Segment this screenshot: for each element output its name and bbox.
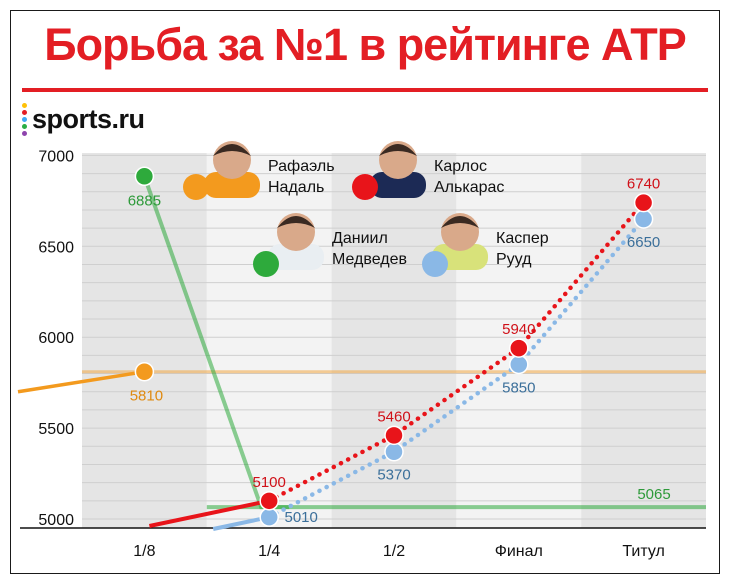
y-tick-label: 5500 xyxy=(38,421,74,438)
logo-dots xyxy=(22,102,27,136)
legend-last-name: Алькарас xyxy=(434,179,505,196)
legend-first-name: Даниил xyxy=(332,230,388,247)
alcaraz-data-label: 5460 xyxy=(377,408,410,425)
legend-color-dot xyxy=(253,251,279,277)
x-tick-label: Финал xyxy=(495,543,543,560)
nadal-point xyxy=(134,361,155,382)
ruud-point xyxy=(633,209,654,229)
player-hair xyxy=(213,144,251,156)
alcaraz-point xyxy=(509,338,529,358)
alcaraz-data-label: 5940 xyxy=(502,321,535,338)
legend-name: Карлос Алькарас xyxy=(434,156,504,198)
title-underline xyxy=(22,88,708,92)
legend-color-dot xyxy=(183,174,209,200)
y-tick-label: 5000 xyxy=(38,512,74,529)
logo-dot xyxy=(22,102,27,108)
x-tick-label: Титул xyxy=(622,543,665,560)
logo-dot xyxy=(22,130,27,136)
legend-color-dot xyxy=(352,174,378,200)
legend-name: Каспер Рууд xyxy=(496,228,549,270)
ruud-data-label: 5010 xyxy=(285,509,318,526)
ruud-data-label: 6650 xyxy=(627,234,660,251)
nadal-data-label: 5810 xyxy=(130,388,163,405)
player-hair xyxy=(441,216,479,228)
legend-first-name: Карлос xyxy=(434,158,487,175)
column-band xyxy=(206,153,332,528)
medvedev-point xyxy=(134,166,155,187)
legend-last-name: Медведев xyxy=(332,251,407,268)
player-hair xyxy=(379,144,417,156)
legend-last-name: Надаль xyxy=(268,179,325,196)
column-band xyxy=(331,153,457,528)
player-hair xyxy=(277,216,315,228)
alcaraz-dotted-line xyxy=(266,200,646,504)
alcaraz-point xyxy=(259,491,279,511)
chart-title: Борьба за №1 в рейтинге АТР xyxy=(44,19,687,70)
legend-name: Даниил Медведев xyxy=(332,228,407,270)
y-tick-label: 7000 xyxy=(38,148,74,165)
x-tick-label: 1/2 xyxy=(383,543,405,560)
alcaraz-lead-line xyxy=(148,498,270,528)
logo-dot xyxy=(22,109,27,115)
ruud-point xyxy=(509,354,529,375)
x-tick-label: 1/4 xyxy=(258,543,280,560)
legend-first-name: Рафаэль xyxy=(268,158,335,175)
column-band xyxy=(82,153,207,528)
alcaraz-data-label: 6740 xyxy=(627,176,660,193)
y-tick-label: 6500 xyxy=(38,239,74,256)
ruud-data-label: 5850 xyxy=(502,379,535,396)
player-shirt xyxy=(268,244,324,270)
medvedev-reference-label: 5065 xyxy=(637,486,670,503)
sports-ru-logo: sports.ru xyxy=(22,102,145,136)
logo-text: sports.ru xyxy=(32,103,145,134)
x-tick-label: 1/8 xyxy=(133,543,155,560)
player-shirt xyxy=(204,172,260,198)
medvedev-data-label: 6885 xyxy=(128,192,161,209)
ruud-point xyxy=(259,507,279,527)
ruud-data-label: 5370 xyxy=(377,467,410,484)
legend-first-name: Каспер xyxy=(496,230,549,247)
alcaraz-point xyxy=(384,425,404,446)
medvedev-line xyxy=(142,175,290,510)
y-tick-label: 6000 xyxy=(38,330,74,347)
logo-dot xyxy=(22,116,27,122)
alcaraz-data-label: 5100 xyxy=(253,474,286,491)
logo-dot xyxy=(22,123,27,129)
ruud-point xyxy=(384,441,404,462)
legend-last-name: Рууд xyxy=(496,251,532,268)
nadal-line xyxy=(17,370,145,394)
player-shirt xyxy=(370,172,426,198)
legend-color-dot xyxy=(422,251,448,277)
ruud-dotted-line xyxy=(266,216,646,520)
legend-name: Рафаэль Надаль xyxy=(268,156,335,198)
alcaraz-point xyxy=(633,192,654,213)
